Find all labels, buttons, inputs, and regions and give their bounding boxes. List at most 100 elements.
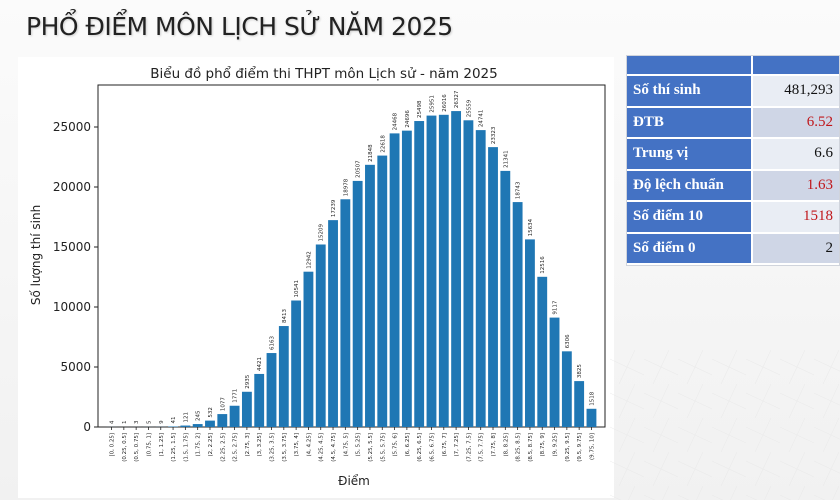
bar-value-label: 1077 — [220, 397, 226, 411]
chart-title: Biểu đồ phổ điểm thi THPT môn Lịch sử - … — [150, 65, 497, 82]
bar — [266, 353, 277, 427]
x-tick-label: (6, 6.25] — [405, 433, 411, 457]
bar-value-label: 22618 — [380, 135, 386, 153]
bar-value-label: 6163 — [270, 336, 276, 350]
bar — [205, 420, 215, 427]
stats-value: 6.52 — [752, 106, 839, 139]
y-tick-label: 0 — [83, 420, 91, 434]
bar-value-label: 24696 — [405, 110, 411, 128]
x-tick-label: (1.25, 1.5] — [171, 433, 177, 462]
stats-label: Số điểm 0 — [627, 232, 753, 265]
stats-value: 1518 — [752, 201, 839, 234]
stats-value: 2 — [752, 232, 839, 265]
bar-value-label: 41 — [171, 417, 177, 424]
bar — [180, 425, 191, 427]
bar — [291, 300, 302, 427]
page-title: PHỔ ĐIỂM MÔN LỊCH SỬ NĂM 2025 — [26, 12, 453, 41]
x-tick-label: (4.25, 4.5] — [319, 433, 325, 462]
bar — [315, 244, 326, 427]
x-tick-label: (7.5, 7.75] — [479, 433, 485, 462]
bar — [561, 351, 572, 427]
x-tick-label: (8, 8.25] — [503, 433, 509, 457]
bar-value-label: 20507 — [356, 160, 362, 178]
y-tick-label: 5000 — [60, 360, 91, 374]
bar — [377, 155, 388, 428]
bar-value-label: 8413 — [282, 309, 288, 323]
stats-table: Số thí sinh 481,293 ĐTB 6.52 Trung vị 6.6 Độ l… — [627, 56, 839, 265]
stats-value: 6.6 — [752, 138, 839, 171]
bar — [525, 239, 535, 427]
x-tick-label: (1, 1.25] — [159, 433, 165, 457]
x-tick-label: (6.5, 6.75] — [429, 433, 435, 462]
bar — [192, 424, 203, 427]
bar — [217, 414, 228, 427]
bar — [475, 130, 486, 427]
x-tick-label: (0.5, 0.75] — [134, 433, 140, 462]
bar — [278, 326, 289, 427]
bar — [537, 276, 548, 427]
y-axis-label: Số lượng thí sinh — [29, 205, 43, 305]
x-tick-label: (8.5, 8.75] — [528, 433, 534, 462]
x-tick-label: (9.25, 9.5] — [565, 433, 571, 462]
bar-value-label: 18978 — [343, 178, 349, 196]
x-tick-label: (6.75, 7] — [442, 433, 448, 457]
bar — [352, 180, 363, 427]
x-tick-label: (3, 3.25] — [257, 433, 263, 457]
bar-value-label: 26327 — [454, 90, 460, 108]
x-tick-label: (5, 5.25] — [356, 433, 362, 457]
bar-value-label: 3 — [134, 420, 140, 424]
x-tick-label: (9, 9.25] — [553, 433, 559, 457]
bar — [303, 271, 314, 427]
bar — [451, 111, 462, 428]
bar-value-label: 25498 — [417, 100, 423, 118]
stats-row: Trung vị 6.6 — [627, 138, 839, 171]
x-tick-label: (9.5, 9.75] — [577, 433, 583, 462]
bar — [438, 114, 449, 428]
bar-value-label: 10541 — [294, 280, 300, 298]
x-tick-label: (8.75, 9] — [540, 433, 546, 457]
bar — [414, 121, 425, 428]
x-tick-label: (2, 2.25] — [208, 433, 214, 457]
stats-row: Số thí sinh 481,293 — [627, 75, 839, 108]
bar-value-label: 4 — [110, 420, 116, 424]
stats-label: ĐTB — [627, 106, 753, 139]
stats-value: 1.63 — [752, 169, 839, 202]
stats-row: ĐTB 6.52 — [627, 106, 839, 139]
background-grid-decoration — [610, 350, 840, 500]
bar-value-label: 9117 — [553, 300, 559, 314]
bar — [241, 391, 252, 427]
bar-value-label: 245 — [196, 410, 202, 421]
x-axis-label: Điểm — [338, 474, 370, 488]
stats-label: Số thí sinh — [627, 75, 753, 108]
stats-row: Số điểm 10 1518 — [627, 201, 839, 234]
histogram-chart: Biểu đồ phổ điểm thi THPT môn Lịch sử - … — [29, 65, 606, 488]
x-tick-label: (6.25, 6.5] — [417, 433, 423, 462]
bar-value-label: 21341 — [503, 150, 509, 168]
plot-frame — [97, 84, 606, 428]
x-axis: [0, 0.25] (0.25, 0.5] (0.5, 0.75] (0.75, 1]… — [110, 427, 595, 462]
x-tick-label: (2.75, 3] — [245, 433, 251, 457]
bar-value-label: 1 — [122, 420, 128, 424]
bar — [426, 115, 437, 427]
bar-value-label: 1518 — [589, 391, 595, 405]
stats-header-cell — [627, 56, 753, 76]
bar — [401, 130, 412, 427]
stats-header-row — [627, 56, 839, 76]
x-tick-label: (4.75, 5] — [343, 433, 349, 457]
y-tick-label: 10000 — [53, 300, 91, 314]
x-tick-label: (3.75, 4] — [294, 433, 300, 457]
stats-label: Số điểm 10 — [627, 201, 753, 234]
bar-value-label: 21848 — [368, 144, 374, 162]
x-tick-label: (1.75, 2] — [196, 433, 202, 457]
y-tick-label: 25000 — [53, 120, 91, 134]
bar — [365, 164, 375, 427]
bars — [106, 111, 597, 428]
bar-value-label: 2935 — [245, 374, 251, 388]
x-tick-label: (3.5, 3.75] — [282, 433, 288, 462]
stats-value: 481,293 — [752, 75, 839, 108]
stats-label: Độ lệch chuẩn — [627, 169, 753, 202]
bar — [463, 120, 474, 428]
bar-value-label: 18743 — [516, 181, 522, 199]
bar-value-label: 24468 — [393, 112, 399, 130]
